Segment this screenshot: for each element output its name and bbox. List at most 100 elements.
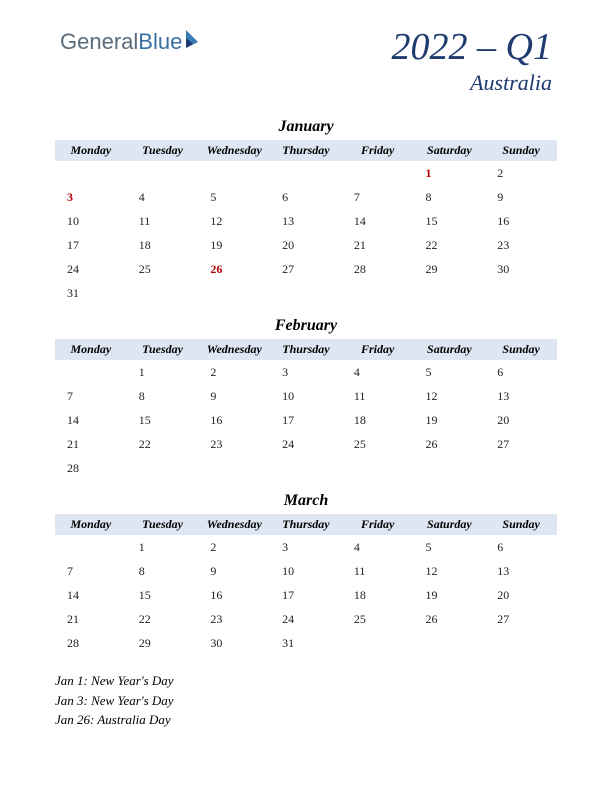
calendar-cell: 18 [127,233,199,257]
calendar-cell: 2 [485,161,557,185]
calendar-cell: 22 [414,233,486,257]
calendar-cell: 3 [55,185,127,209]
calendar-cell: 29 [127,631,199,655]
calendar-cell: 20 [270,233,342,257]
country-name: Australia [392,70,552,96]
calendar-cell: 10 [270,559,342,583]
calendar-cell [127,161,199,185]
calendar-cell: 24 [270,607,342,631]
calendar-cell: 27 [270,257,342,281]
day-header: Thursday [270,514,342,535]
day-header: Friday [342,514,414,535]
calendar-cell: 14 [342,209,414,233]
page-header: GeneralBlue 2022 – Q1 Australia [0,0,612,106]
calendar-cell [127,456,199,480]
calendar-cell [198,281,270,305]
calendar-cell [485,631,557,655]
calendar-cell: 6 [485,535,557,559]
calendar-cell: 4 [342,360,414,384]
calendar-cell: 23 [198,432,270,456]
calendar-cell: 12 [414,559,486,583]
calendar-cell: 28 [55,456,127,480]
day-header: Tuesday [127,140,199,161]
logo-text-2: Blue [138,29,182,55]
calendar-cell: 2 [198,535,270,559]
calendar-cell [55,161,127,185]
calendar-cell [55,535,127,559]
day-header: Sunday [485,514,557,535]
calendar-row: 31 [55,281,557,305]
day-header: Saturday [414,339,486,360]
calendar-cell: 24 [270,432,342,456]
calendar-cell: 14 [55,408,127,432]
calendar-row: 123456 [55,535,557,559]
calendar-month: FebruaryMondayTuesdayWednesdayThursdayFr… [55,317,557,480]
calendar-cell: 26 [414,432,486,456]
day-header: Sunday [485,140,557,161]
calendar-cell: 17 [55,233,127,257]
calendar-cell: 9 [198,559,270,583]
calendar-row: 28293031 [55,631,557,655]
calendar-table: MondayTuesdayWednesdayThursdayFridaySatu… [55,140,557,305]
calendar-cell: 15 [127,408,199,432]
calendar-cell: 19 [198,233,270,257]
calendar-cell: 31 [270,631,342,655]
calendar-cell [270,456,342,480]
calendar-cell: 3 [270,535,342,559]
calendar-cell: 3 [270,360,342,384]
calendar-cell: 30 [198,631,270,655]
calendar-cell: 11 [342,384,414,408]
calendar-cell: 27 [485,432,557,456]
day-header: Monday [55,514,127,535]
calendar-cell [270,161,342,185]
month-name: March [55,492,557,510]
calendar-cell [270,281,342,305]
holiday-item: Jan 1: New Year's Day [55,671,557,691]
calendar-cell: 1 [127,360,199,384]
holiday-item: Jan 26: Australia Day [55,710,557,730]
calendar-cell [485,281,557,305]
calendar-row: 21222324252627 [55,607,557,631]
calendar-cell: 18 [342,408,414,432]
calendar-row: 123456 [55,360,557,384]
calendar-cell: 10 [55,209,127,233]
day-header: Tuesday [127,514,199,535]
calendar-cell: 7 [342,185,414,209]
calendar-cell [414,281,486,305]
day-header: Saturday [414,140,486,161]
calendar-cell: 5 [414,535,486,559]
calendar-cell: 19 [414,408,486,432]
calendar-cell: 20 [485,408,557,432]
day-header: Thursday [270,339,342,360]
calendar-cell: 15 [127,583,199,607]
calendar-row: 21222324252627 [55,432,557,456]
calendar-cell: 26 [198,257,270,281]
calendar-cell: 25 [127,257,199,281]
calendar-cell: 25 [342,607,414,631]
month-name: January [55,118,557,136]
calendar-cell: 6 [270,185,342,209]
calendar-month: January MondayTuesdayWednesdayThursdayFri… [55,118,557,305]
calendar-cell [342,281,414,305]
calendar-cell: 28 [342,257,414,281]
day-header: Friday [342,339,414,360]
calendar-cell: 29 [414,257,486,281]
day-header: Wednesday [198,140,270,161]
calendar-table: MondayTuesdayWednesdayThursdayFridaySatu… [55,514,557,655]
calendar-cell: 31 [55,281,127,305]
calendar-cell: 7 [55,384,127,408]
calendar-cell [198,456,270,480]
calendar-cell: 16 [198,583,270,607]
calendar-cell: 9 [485,185,557,209]
calendar-row: 3456789 [55,185,557,209]
logo: GeneralBlue [60,28,204,56]
calendar-cell: 7 [55,559,127,583]
day-header: Wednesday [198,514,270,535]
calendar-cell: 18 [342,583,414,607]
calendar-cell [414,456,486,480]
calendar-cell: 10 [270,384,342,408]
calendar-cell: 21 [342,233,414,257]
holiday-item: Jan 3: New Year's Day [55,691,557,711]
calendar-row: 10111213141516 [55,209,557,233]
day-header: Sunday [485,339,557,360]
